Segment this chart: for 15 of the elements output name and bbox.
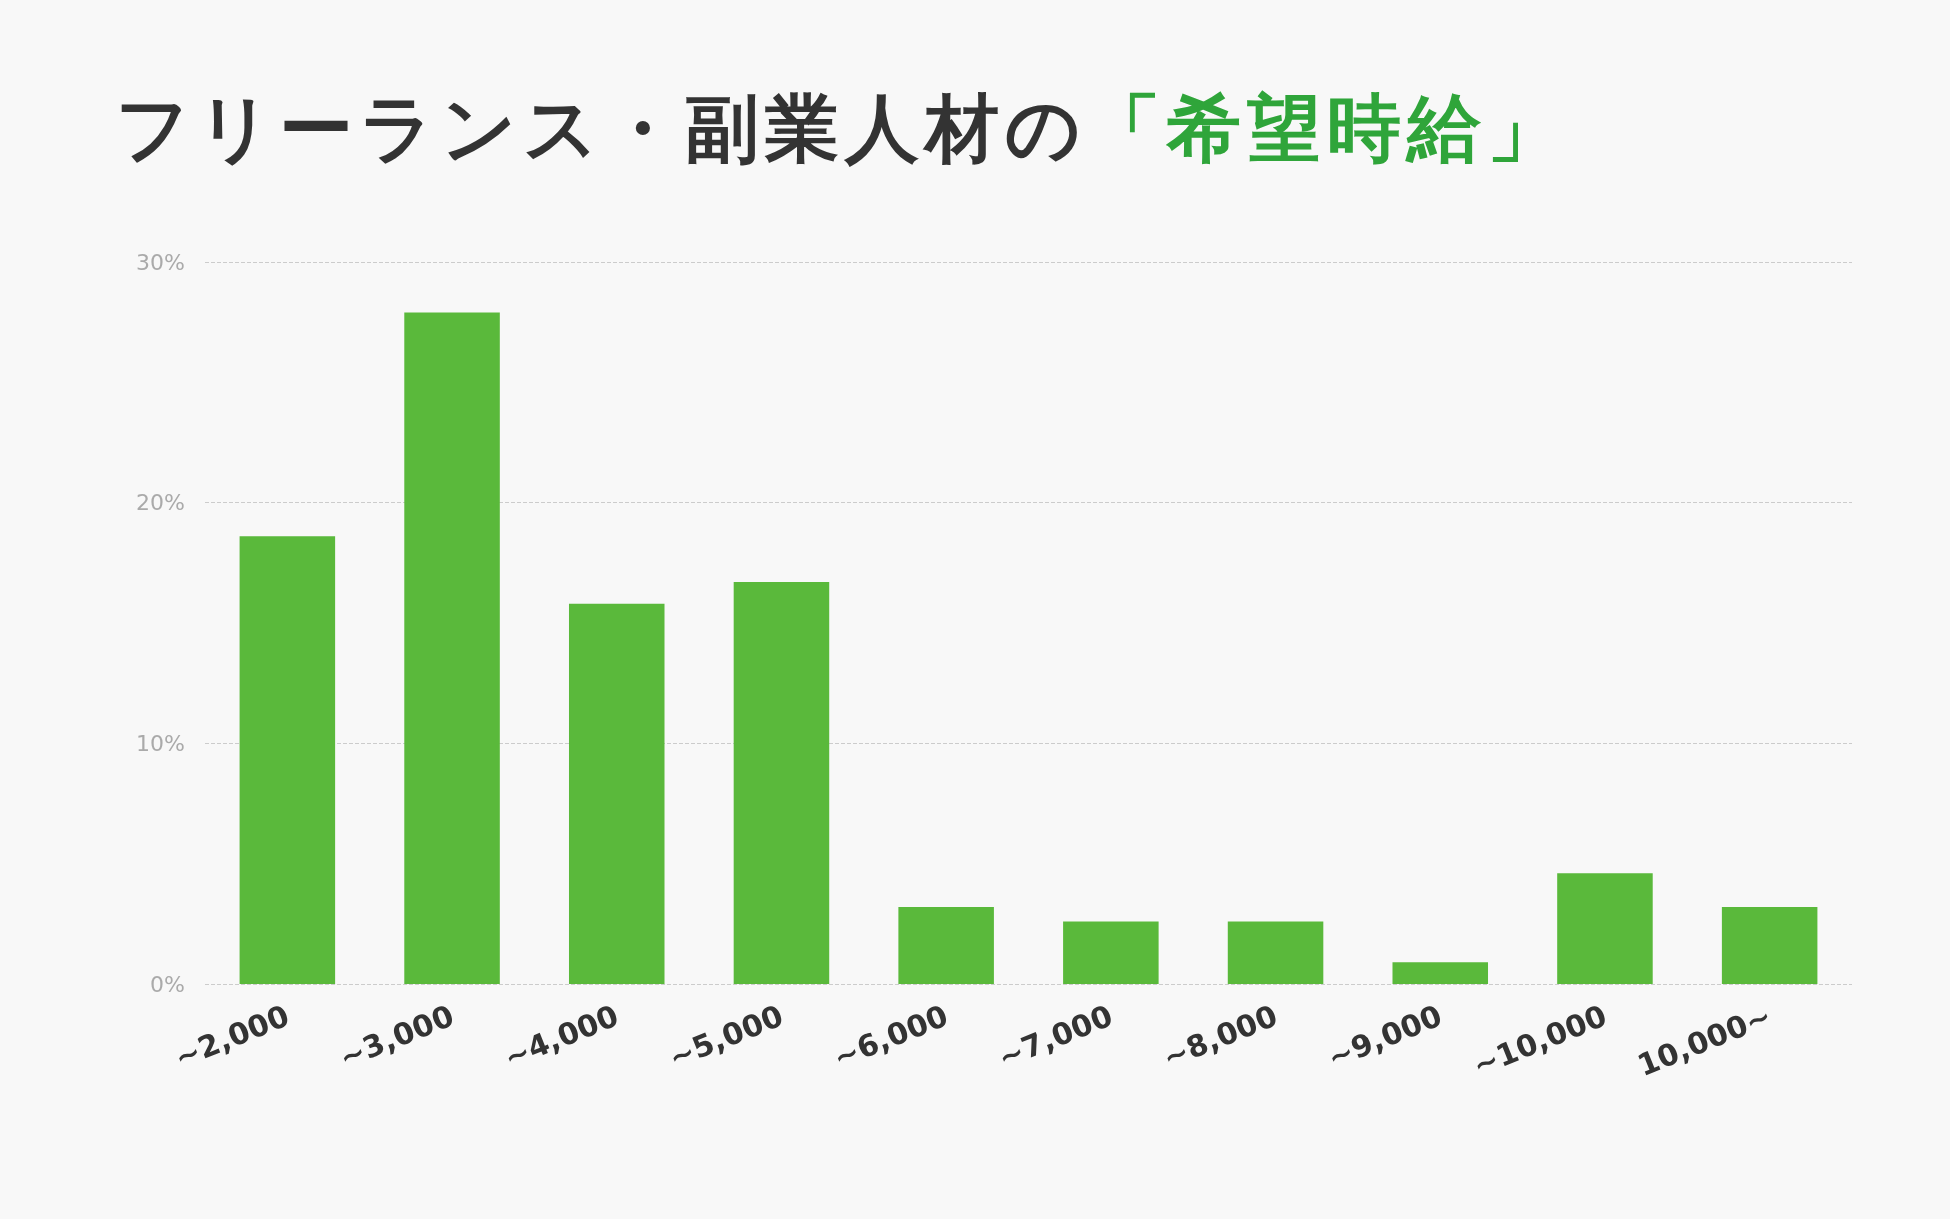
- bar: [1557, 873, 1653, 984]
- bar: [1063, 921, 1159, 984]
- y-tick-label: 10%: [136, 730, 185, 756]
- bar: [733, 582, 830, 984]
- y-tick-label: 20%: [136, 490, 185, 516]
- bar: [898, 906, 994, 984]
- chart-title: フリーランス・副業人材の「希望時給」: [115, 84, 1567, 173]
- bar: [1721, 906, 1818, 984]
- bar: [1227, 921, 1324, 984]
- bar: [568, 603, 665, 984]
- bar: [404, 312, 500, 984]
- y-tick-label: 0%: [150, 971, 185, 997]
- bar: [239, 536, 336, 984]
- bar: [1392, 962, 1489, 984]
- y-tick-label: 30%: [136, 249, 185, 275]
